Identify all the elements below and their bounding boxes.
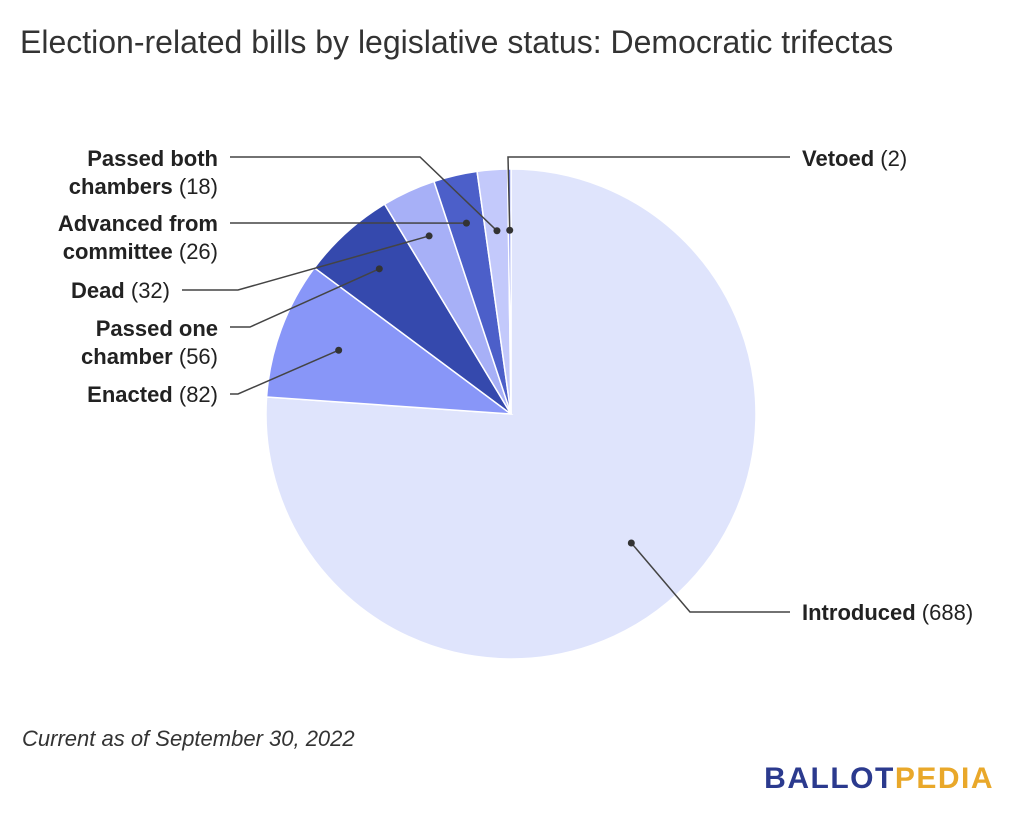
slice-label-introduced: Introduced (688) [802,600,973,625]
slice-value-introduced: (688) [916,600,973,625]
leader-line-passed-both-chambers [230,156,498,232]
slice-label-passed-one-chamber: Passed one chamber (56) [81,316,218,369]
leader-line-vetoed [507,156,790,231]
leader-line-introduced [630,542,790,613]
leader-dot-introduced [627,539,635,547]
leader-line-enacted [230,349,339,395]
leader-dot-enacted [335,346,343,354]
pie-slice-enacted [265,266,514,415]
slice-value-passed-one-chamber: (56) [173,344,218,369]
slice-value-enacted: (82) [173,382,218,407]
leader-line-dead [182,235,430,291]
slice-label-vetoed: Vetoed (2) [802,146,907,171]
slice-value-vetoed: (2) [874,146,907,171]
leader-dot-vetoed [506,226,514,234]
slice-value-passed-both-chambers: (18) [173,174,218,199]
slice-label-enacted: Enacted (82) [87,382,218,407]
slice-value-dead: (32) [125,278,170,303]
pie-slice-introduced [265,168,757,660]
logo-pedia-text: PEDIA [894,762,994,795]
logo-ballot-text: BALLOT [764,762,895,795]
slice-label-dead: Dead (32) [71,278,170,303]
leader-dot-advanced-from-committee [462,219,470,227]
slice-label-passed-both-chambers: Passed both chambers (18) [69,146,218,199]
footnote: Current as of September 30, 2022 [22,726,355,751]
leader-line-passed-one-chamber [230,268,380,328]
leader-dot-passed-both-chambers [493,227,501,235]
chart-title: Election-related bills by legislative st… [20,24,894,60]
ballotpedia-logo: BALLOTPEDIA [764,762,994,796]
leader-dot-passed-one-chamber [375,265,383,273]
slice-value-advanced-from-committee: (26) [173,239,218,264]
leader-dot-dead [425,232,433,240]
slice-label-advanced-from-committee: Advanced from committee (26) [58,211,218,264]
